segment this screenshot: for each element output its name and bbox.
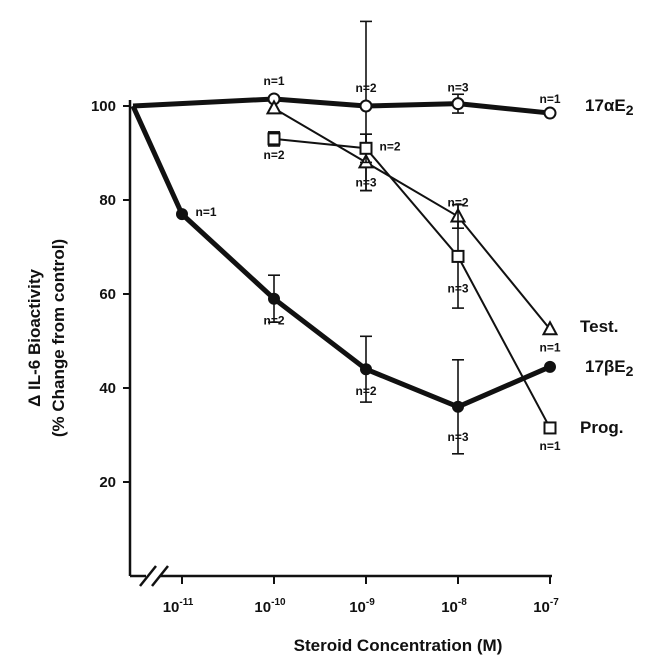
data-point [176,208,188,221]
series-layer [130,20,559,455]
y-tick-label: 100 [91,98,116,115]
n-label: n=2 [263,314,284,328]
axes [123,100,552,587]
y-axis-title-line2: (% Change from control) [49,239,68,437]
n-label: n=1 [263,74,284,88]
x-axis-title: Steroid Concentration (M) [294,636,503,655]
x-tick-label: 10-8 [441,597,467,616]
series-line [273,107,551,330]
labels-layer: 20 40 60 80 100 10-11 10-10 10-9 10-8 10-7 n=1 n=2 n… [91,74,634,616]
data-point [544,360,556,373]
data-point [543,421,557,435]
data-point [452,400,464,413]
axis-break-mark [139,565,157,587]
data-point [268,292,280,305]
data-point [451,97,465,111]
series-1 [130,104,556,455]
series-line [132,96,551,116]
n-label: n=2 [447,195,468,209]
x-tick-label: 10-10 [254,597,286,616]
x-tick-label: 10-9 [349,597,375,616]
n-label: n=3 [447,281,468,295]
n-label: n=2 [263,148,284,162]
n-label: n=1 [539,340,560,354]
series-label: 17βE2 [585,357,634,379]
n-label: n=1 [195,205,216,219]
data-point [359,141,373,155]
data-point [359,99,373,113]
series-0 [132,20,557,192]
x-tick-label: 10-7 [533,597,559,616]
data-point [451,249,465,263]
series-line [130,104,551,410]
data-point [265,99,283,115]
data-point [541,320,559,336]
n-label: n=3 [447,430,468,444]
n-label: n=1 [539,92,560,106]
data-point [543,106,557,120]
series-2 [265,99,559,336]
axis-break-mark [151,565,169,587]
x-tick-label: 10-11 [163,597,194,616]
n-label: n=3 [447,81,468,95]
y-tick-label: 60 [99,286,116,303]
y-tick-label: 20 [99,474,116,491]
y-tick-label: 80 [99,192,116,209]
y-axis-title-group: Δ IL-6 Bioactivity (% Change from contro… [25,239,68,437]
series-line [273,137,551,429]
n-label: n=1 [539,439,560,453]
series-label: Test. [580,317,618,336]
n-label: n=3 [355,175,376,189]
series-3 [267,131,557,435]
n-label: n=2 [379,139,400,153]
series-label: Prog. [580,418,623,437]
data-point [267,132,281,146]
series-label: 17αE2 [585,96,634,118]
y-axis-title-line1: Δ IL-6 Bioactivity [25,269,44,407]
data-point [360,363,372,376]
n-label: n=2 [355,384,376,398]
n-label: n=2 [355,81,376,95]
y-tick-label: 40 [99,380,116,397]
